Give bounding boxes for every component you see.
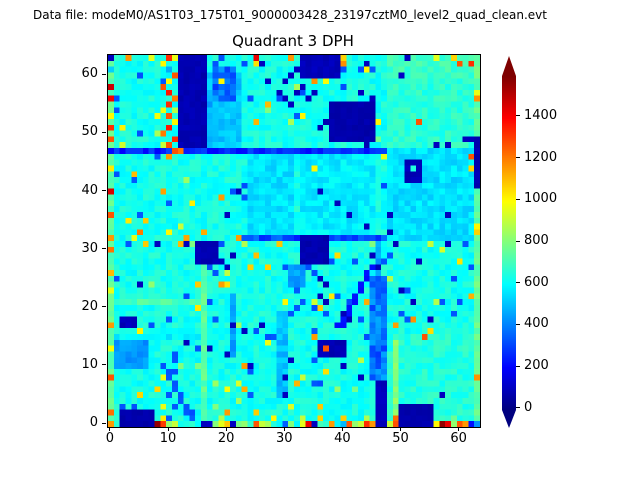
colorbar-tick-label: 1400 bbox=[524, 107, 558, 123]
y-tick-label: 10 bbox=[81, 356, 98, 372]
x-tick-label: 10 bbox=[159, 431, 177, 446]
x-tick-mark bbox=[458, 427, 460, 431]
x-tick-label: 20 bbox=[217, 431, 235, 446]
chart-title: Quadrant 3 DPH bbox=[232, 32, 354, 50]
colorbar-tick-label: 200 bbox=[524, 358, 549, 374]
colorbar-tick-label: 400 bbox=[524, 316, 549, 332]
y-tick-mark bbox=[102, 248, 106, 250]
colorbar-gradient bbox=[502, 76, 516, 410]
colorbar-tick-label: 0 bbox=[524, 399, 533, 415]
x-tick-label: 60 bbox=[450, 431, 467, 446]
x-tick-label: 40 bbox=[334, 431, 351, 446]
heatmap-axes bbox=[107, 54, 481, 428]
x-tick-mark bbox=[283, 427, 285, 431]
y-tick-label: 0 bbox=[89, 415, 98, 431]
x-tick-label: 30 bbox=[276, 431, 293, 446]
colorbar-tick-mark bbox=[516, 240, 520, 242]
x-tick-mark bbox=[225, 427, 227, 431]
x-tick-mark bbox=[109, 427, 111, 431]
colorbar-tick-mark bbox=[516, 323, 520, 325]
y-tick-mark bbox=[102, 364, 106, 366]
y-tick-mark bbox=[102, 422, 106, 424]
colorbar-tick-label: 600 bbox=[524, 274, 549, 290]
colorbar-extend-min-arrow bbox=[502, 410, 516, 428]
y-tick-mark bbox=[102, 73, 106, 75]
colorbar-tick-mark bbox=[516, 365, 520, 367]
colorbar-tick-label: 1200 bbox=[524, 149, 558, 165]
data-file-caption: Data file: modeM0/AS1T03_175T01_90000034… bbox=[33, 8, 547, 22]
y-tick-label: 50 bbox=[81, 124, 98, 140]
colorbar: 0 200 400 600 800 1000 1200 1400 bbox=[502, 54, 562, 434]
heatmap-image bbox=[108, 55, 480, 427]
y-tick-mark bbox=[102, 306, 106, 308]
x-tick-mark bbox=[341, 427, 343, 431]
colorbar-tick-mark bbox=[516, 282, 520, 284]
y-tick-label: 60 bbox=[81, 66, 98, 82]
y-tick-mark bbox=[102, 190, 106, 192]
x-tick-mark bbox=[400, 427, 402, 431]
x-tick-label: 0 bbox=[105, 431, 115, 446]
colorbar-tick-label: 1000 bbox=[524, 191, 558, 207]
colorbar-tick-mark bbox=[516, 198, 520, 200]
x-tick-mark bbox=[167, 427, 169, 431]
colorbar-tick-mark bbox=[516, 407, 520, 409]
y-tick-label: 30 bbox=[81, 240, 98, 256]
colorbar-tick-mark bbox=[516, 115, 520, 117]
y-tick-mark bbox=[102, 131, 106, 133]
colorbar-tick-mark bbox=[516, 157, 520, 159]
y-tick-label: 20 bbox=[81, 298, 98, 314]
x-tick-label: 50 bbox=[392, 431, 409, 446]
colorbar-tick-label: 800 bbox=[524, 233, 549, 249]
y-tick-label: 40 bbox=[81, 182, 98, 198]
colorbar-extend-max-arrow bbox=[502, 56, 516, 76]
